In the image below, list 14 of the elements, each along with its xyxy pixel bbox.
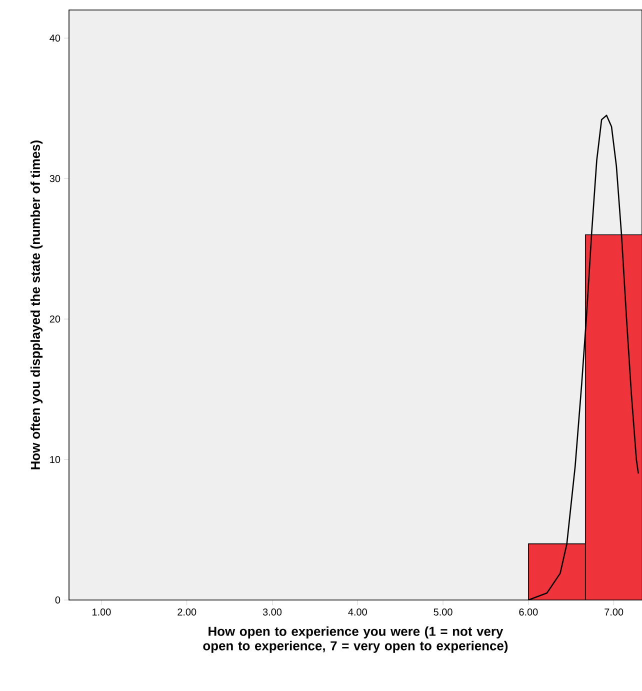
y-tick-label: 20 bbox=[50, 316, 60, 323]
x-tick-label: 1.00 bbox=[92, 608, 111, 616]
x-tick-label: 5.00 bbox=[434, 608, 452, 616]
y-tick-label: 0 bbox=[55, 596, 60, 604]
y-tick-label: 10 bbox=[50, 456, 60, 464]
y-tick-label: 30 bbox=[50, 175, 60, 182]
x-tick-label: 6.00 bbox=[519, 608, 538, 616]
x-tick-label: 3.00 bbox=[262, 608, 282, 616]
y-axis-title: How often you dispplayed the state (number of times) bbox=[30, 140, 43, 470]
x-axis-title: How open to experience you were (1 = not very open to experience, 7 = very open to experience) bbox=[203, 626, 508, 653]
y-tick-label: 40 bbox=[50, 34, 60, 42]
x-tick-label: 7.00 bbox=[604, 608, 624, 616]
x-tick-label: 2.00 bbox=[178, 608, 196, 616]
x-tick-label: 4.00 bbox=[348, 608, 367, 616]
